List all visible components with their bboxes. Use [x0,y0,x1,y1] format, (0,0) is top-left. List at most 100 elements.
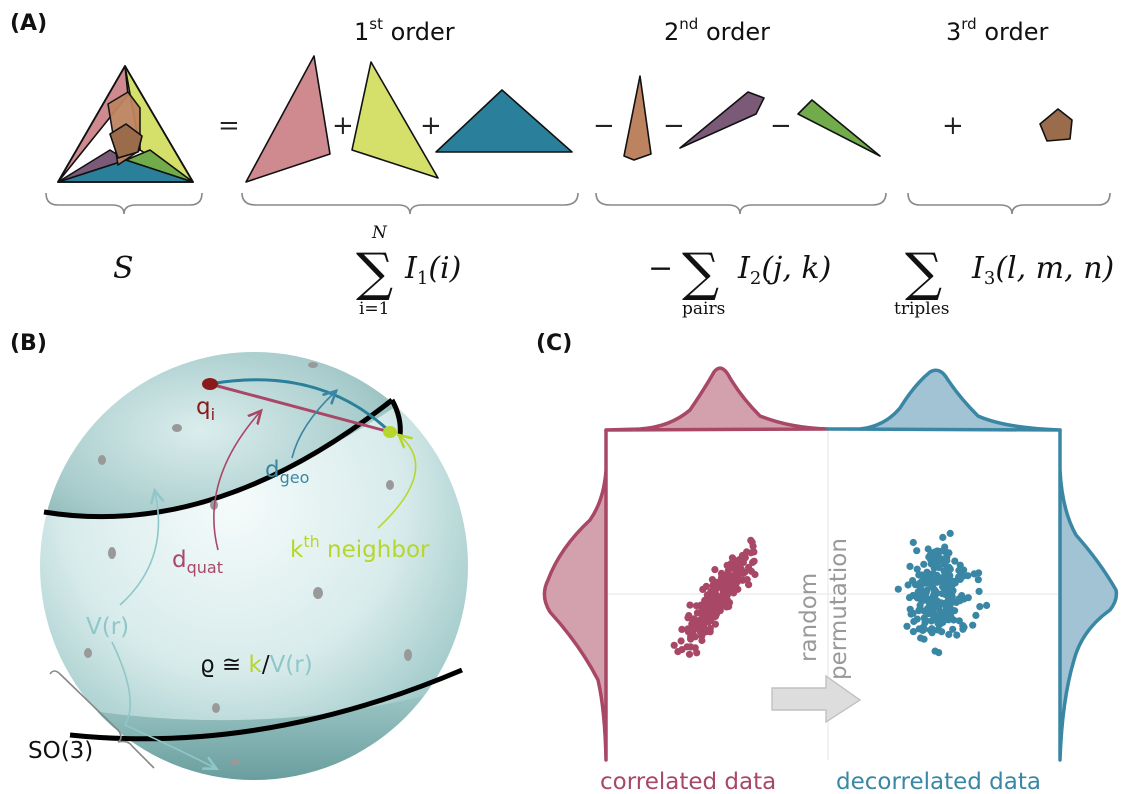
right-marginal-decorrelated [1058,428,1119,762]
correlated-point [698,636,706,645]
decorrelated-point [922,588,930,597]
decorrelated-point [940,567,948,575]
decorrelated-point [974,576,982,584]
decorrelated-point [942,609,950,617]
density-equation: ϱ ≅ k/V(r) [200,652,313,678]
decorrelated-point [916,595,925,603]
decorrelated-point [949,625,957,633]
correlated-point [711,595,720,603]
decorrelated-point [913,615,921,623]
decorrelated-point [926,626,935,634]
sum-symbol-1: ∑ [356,243,393,303]
correlated-point [685,612,693,620]
quaternion-chord [209,382,391,434]
correlated-point [725,602,733,611]
decorrelated-point [969,621,977,629]
minus-sign-1: − [593,111,615,141]
geodesic-path [209,378,392,434]
top-marginal-decorrelated [826,368,1062,432]
correlated-point [686,601,694,609]
correlated-point [724,567,732,575]
correlated-point [720,583,728,591]
decorrelated-point [927,598,935,607]
sum-2-lower-limit: pairs [682,299,725,319]
decorrelated-point [920,635,928,643]
correlated-point [699,629,707,637]
correlated-point [711,566,719,574]
correlated-point [678,625,686,634]
correlated-point [697,623,705,631]
decorrelated-point [957,570,966,578]
decorrelated-point [959,622,968,631]
correlated-point [689,617,697,625]
arrow-label-random: random [796,573,822,662]
correlated-point [685,650,694,658]
minus-sign-3: − [770,111,792,141]
plus-sign-3: + [942,111,964,141]
decorrelated-point [951,579,959,587]
decorrelated-point [909,538,917,547]
yellow-triangle [351,61,439,179]
correlated-point [670,641,678,649]
term-2: I2(j, k) [737,251,831,289]
teal-triangle [435,89,573,153]
minus-sign-2: − [663,111,685,141]
decorrelated-point [956,561,964,569]
decorrelated-point [938,590,947,598]
panel-b-label: (B) [10,331,47,356]
decorrelated-point [923,604,932,613]
decorrelated-point [931,548,939,556]
sum-1-lower-limit: i=1 [359,299,390,319]
decorrelated-point [940,616,948,625]
panel-c-label: (C) [536,331,572,356]
decorrelated-point [903,622,911,630]
decorrelated-point [915,625,923,633]
orange-sliver [623,75,652,161]
decorrelated-point [909,628,918,636]
plus-sign-2: + [420,111,442,141]
correlated-scatter [670,536,759,658]
decorrelated-point [946,529,954,538]
decorrelated-point [955,617,963,625]
brown-pentagon [1039,108,1073,142]
decorrelated-point [937,599,946,607]
decorrelated-point [938,576,947,584]
combined-shape-s [57,65,194,183]
correlated-point [741,554,749,562]
correlated-point [699,613,708,621]
correlated-point [710,605,718,614]
third-order-heading: 3rd order [946,15,1048,46]
pink-triangle [245,55,331,183]
decorrelated-point [920,614,928,622]
correlated-point [704,595,712,603]
decorrelated-point [904,581,912,589]
kth-neighbor-point [383,426,397,438]
point-qi [202,378,218,390]
dgeo-label: dgeo [265,457,309,487]
correlated-point [683,643,691,651]
decorrelated-point [938,628,946,636]
decorrelated-point [972,611,980,620]
arrow-label-permutation: permutation [826,538,852,680]
dgeo-arrow [291,392,335,459]
permutation-arrow [771,674,862,724]
decorrelated-scatter [894,529,991,657]
decorrelated-point [945,630,953,639]
decorrelated-point [920,625,928,633]
decorrelated-point [913,565,921,573]
decorrelated-point [927,617,936,625]
decorrelated-point [956,597,964,605]
decorrelated-point [975,587,983,596]
dquat-label: dquat [172,547,223,577]
decorrelated-point [907,610,915,618]
correlated-point [745,563,753,572]
correlated-point [687,633,695,642]
volume-arrow-up [119,492,158,606]
correlated-point [689,627,697,635]
decorrelated-point [924,545,932,553]
panel-a-label: (A) [10,11,47,36]
correlated-point [750,557,758,565]
sum-symbol-3: ∑ [905,243,942,303]
minus-sign-eq: − [648,251,673,286]
